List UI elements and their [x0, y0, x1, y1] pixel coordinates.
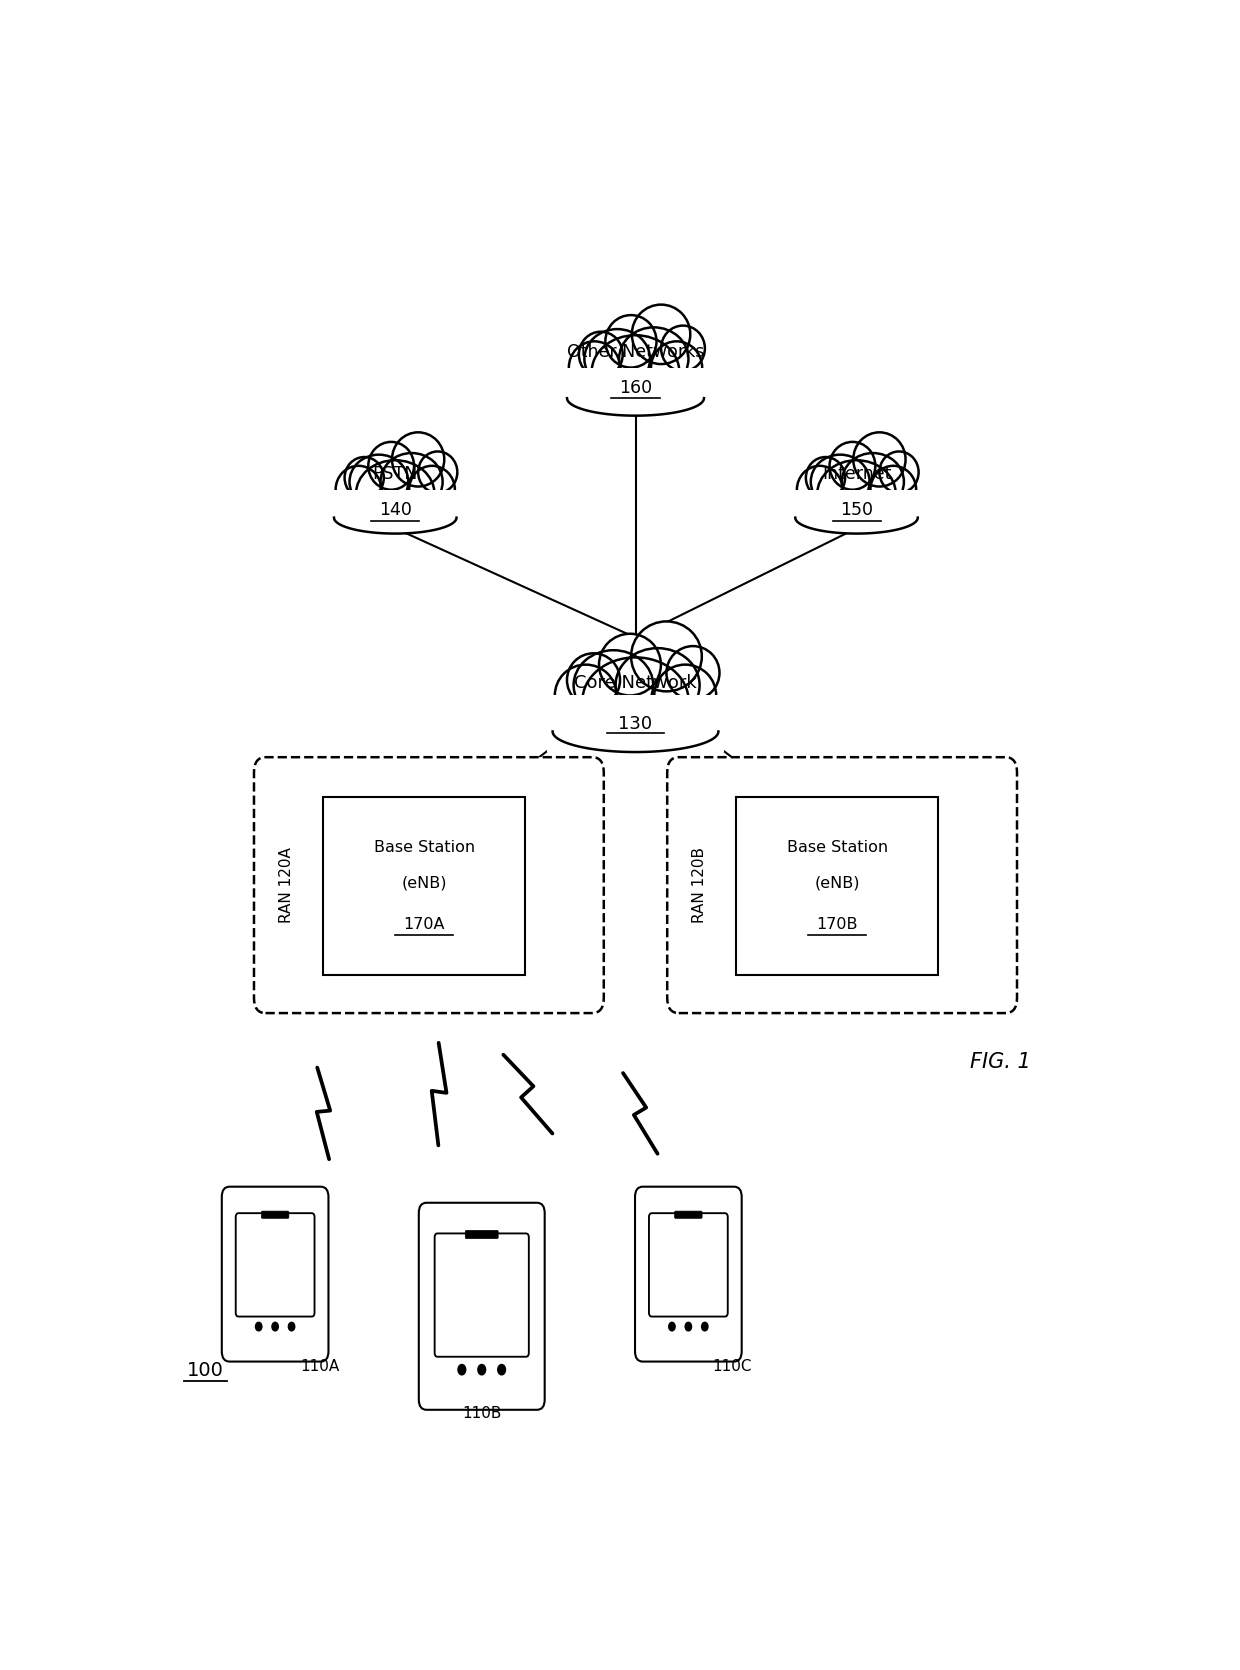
Ellipse shape [599, 633, 661, 695]
Ellipse shape [655, 665, 717, 726]
FancyBboxPatch shape [222, 1187, 329, 1361]
Text: FIG. 1: FIG. 1 [971, 1052, 1030, 1072]
Ellipse shape [409, 466, 455, 514]
Bar [547, 695, 724, 752]
Ellipse shape [806, 458, 846, 499]
Ellipse shape [661, 326, 704, 371]
Ellipse shape [381, 453, 443, 511]
Circle shape [702, 1323, 708, 1331]
Ellipse shape [615, 648, 699, 721]
Circle shape [497, 1364, 506, 1374]
Text: 170B: 170B [817, 917, 858, 932]
Text: 110C: 110C [712, 1359, 751, 1374]
Bar [330, 489, 460, 534]
Bar [791, 489, 921, 534]
Text: RAN 120A: RAN 120A [279, 847, 294, 924]
Ellipse shape [817, 461, 895, 528]
Ellipse shape [345, 458, 384, 499]
Text: Base Station: Base Station [373, 840, 475, 855]
Ellipse shape [605, 316, 656, 367]
Circle shape [458, 1364, 466, 1374]
FancyBboxPatch shape [465, 1231, 498, 1239]
FancyBboxPatch shape [435, 1234, 528, 1356]
Ellipse shape [569, 341, 620, 394]
FancyBboxPatch shape [635, 1187, 742, 1361]
Ellipse shape [879, 451, 919, 493]
Bar [563, 367, 708, 416]
FancyBboxPatch shape [649, 1212, 728, 1316]
Ellipse shape [842, 453, 904, 511]
Text: (eNB): (eNB) [815, 875, 861, 890]
Circle shape [289, 1323, 295, 1331]
Text: PSTN: PSTN [372, 466, 418, 483]
Text: 130: 130 [619, 715, 652, 733]
Ellipse shape [666, 646, 719, 700]
Ellipse shape [418, 451, 458, 493]
Ellipse shape [350, 454, 408, 509]
Ellipse shape [336, 466, 382, 514]
Ellipse shape [579, 332, 622, 377]
FancyBboxPatch shape [254, 757, 604, 1014]
Text: Other Networks: Other Networks [567, 342, 704, 361]
Text: 110A: 110A [300, 1359, 340, 1374]
Text: (eNB): (eNB) [402, 875, 446, 890]
Ellipse shape [392, 433, 444, 486]
FancyBboxPatch shape [675, 1211, 702, 1219]
Bar [737, 797, 939, 975]
Ellipse shape [632, 304, 691, 364]
Text: 110B: 110B [463, 1406, 501, 1421]
Ellipse shape [870, 466, 916, 514]
FancyBboxPatch shape [262, 1211, 289, 1219]
Circle shape [668, 1323, 675, 1331]
Ellipse shape [567, 653, 620, 706]
Ellipse shape [574, 650, 653, 720]
Text: Base Station: Base Station [786, 840, 888, 855]
FancyBboxPatch shape [419, 1202, 544, 1409]
Text: Internet: Internet [822, 466, 892, 483]
Ellipse shape [591, 336, 680, 409]
Text: 150: 150 [839, 501, 873, 519]
Ellipse shape [853, 433, 905, 486]
Ellipse shape [651, 341, 702, 394]
Text: 100: 100 [186, 1361, 223, 1379]
Ellipse shape [584, 329, 650, 389]
Ellipse shape [356, 461, 434, 528]
FancyBboxPatch shape [236, 1212, 315, 1316]
Circle shape [272, 1323, 278, 1331]
Ellipse shape [797, 466, 843, 514]
Ellipse shape [631, 621, 702, 691]
Text: 160: 160 [619, 379, 652, 397]
FancyBboxPatch shape [667, 757, 1017, 1014]
Circle shape [255, 1323, 262, 1331]
Ellipse shape [619, 327, 688, 391]
Circle shape [686, 1323, 692, 1331]
Ellipse shape [811, 454, 869, 509]
Ellipse shape [368, 443, 414, 489]
Circle shape [477, 1364, 486, 1374]
Ellipse shape [830, 443, 875, 489]
Text: 170A: 170A [403, 917, 445, 932]
Ellipse shape [554, 665, 616, 726]
Bar [324, 797, 525, 975]
Text: 140: 140 [378, 501, 412, 519]
Text: RAN 120B: RAN 120B [692, 847, 707, 924]
Ellipse shape [583, 658, 688, 743]
Text: Core Network: Core Network [574, 673, 697, 691]
